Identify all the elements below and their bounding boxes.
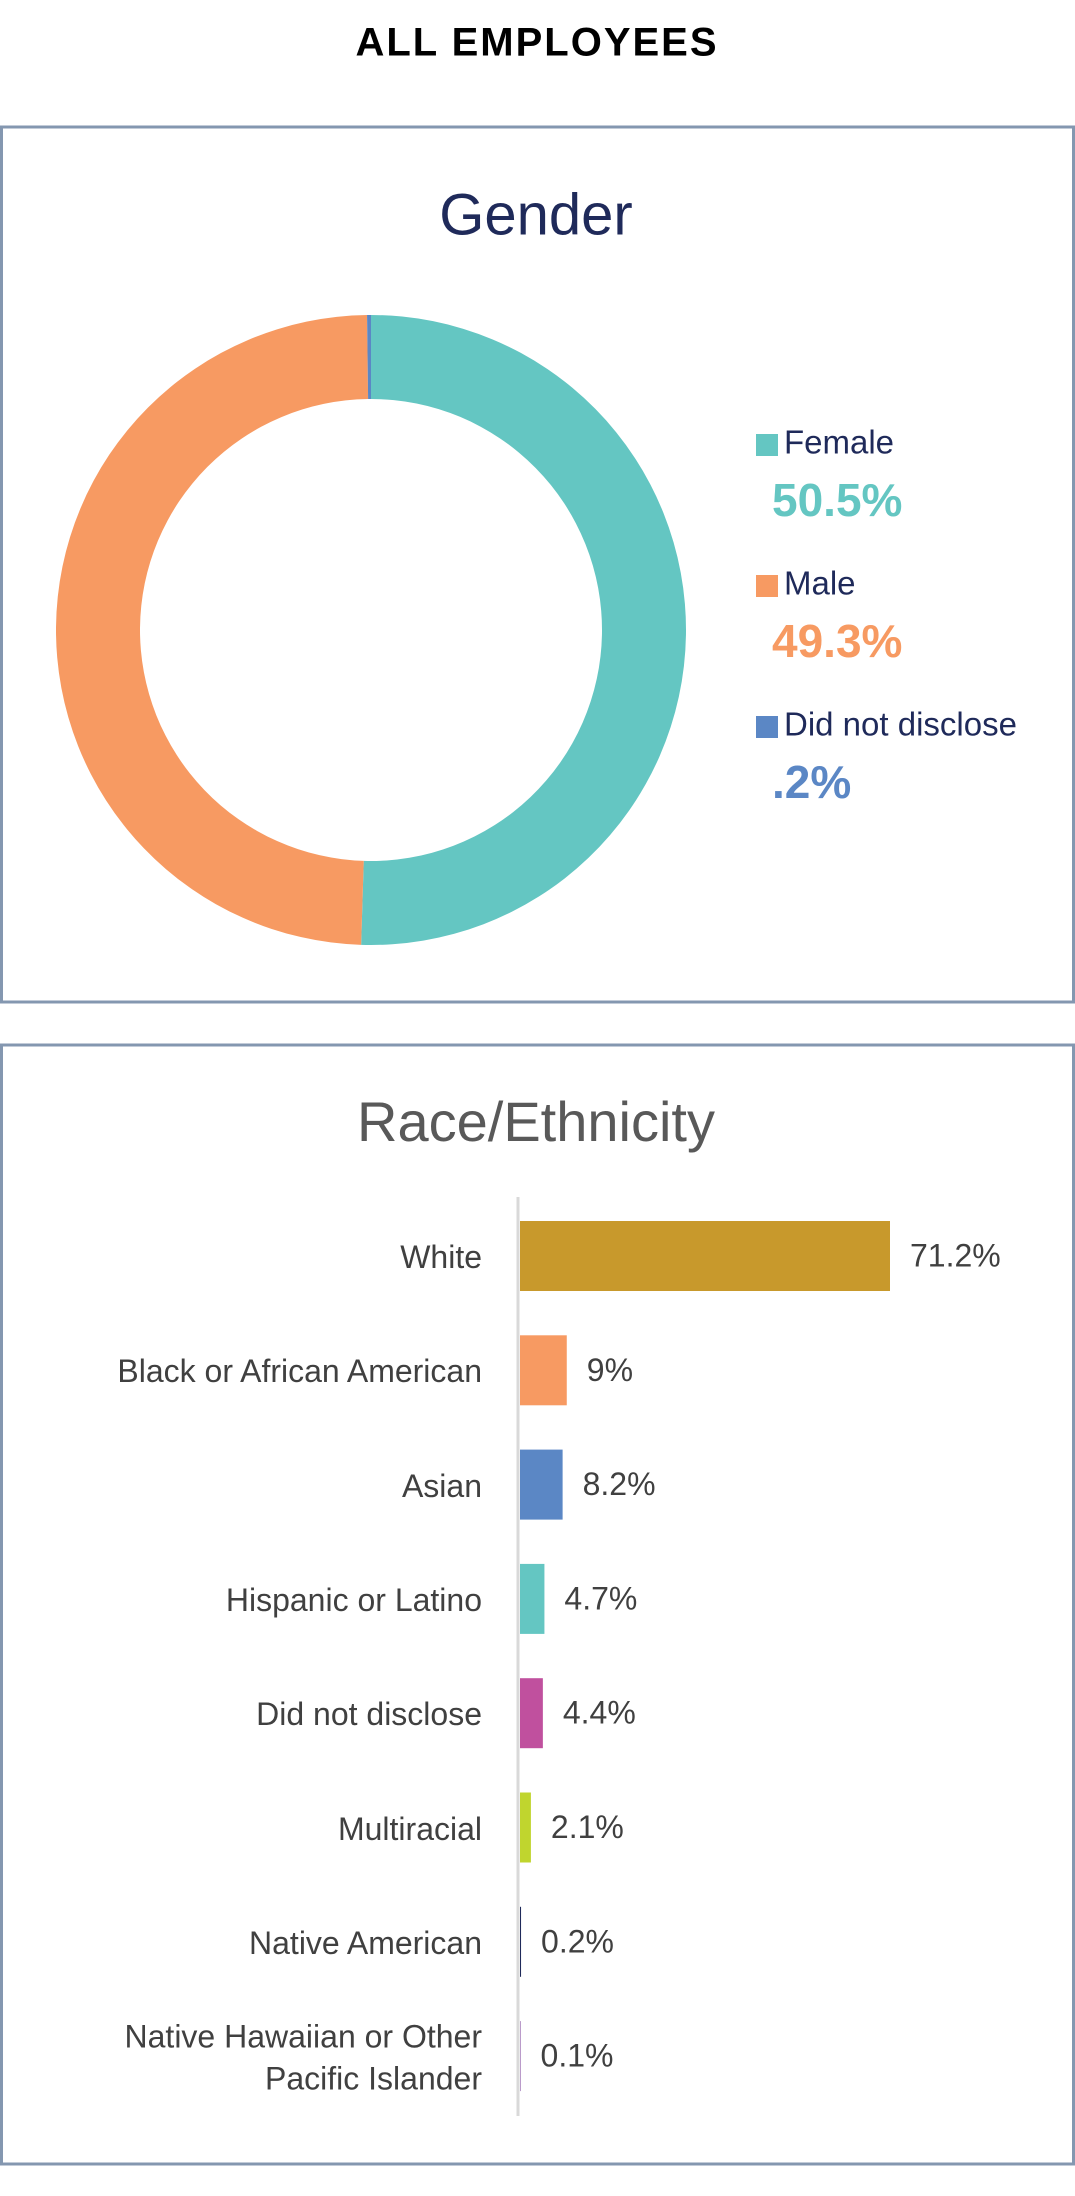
bar	[520, 1449, 563, 1520]
donut-slice	[56, 315, 369, 945]
category-label: Multiracial	[337, 1810, 482, 1847]
panel	[0, 1043, 1075, 2166]
value-label: 2.1%	[551, 1809, 624, 1845]
value-label: 0.2%	[541, 1923, 614, 1959]
bar	[520, 2021, 521, 2092]
category-label: Native American	[249, 1925, 482, 1961]
chart-title: Gender	[439, 182, 632, 247]
category-label: White	[400, 1239, 482, 1276]
legend-swatch	[756, 575, 778, 597]
bar	[520, 1906, 522, 1977]
bar	[520, 1221, 890, 1291]
donut-slice	[367, 315, 371, 400]
legend-label: Female	[784, 424, 894, 461]
legend-value: 50.5%	[772, 474, 902, 526]
value-label: 8.2%	[583, 1466, 656, 1502]
value-label: 0.1%	[541, 2038, 614, 2074]
legend-swatch	[756, 434, 778, 456]
donut-slice	[361, 315, 687, 945]
value-label: 4.7%	[564, 1580, 637, 1616]
value-label: 9%	[587, 1352, 633, 1388]
legend-value: .2%	[772, 756, 851, 808]
bar	[520, 1678, 543, 1749]
bar	[520, 1563, 545, 1634]
legend-label: Did not disclose	[784, 706, 1017, 743]
bar	[520, 1792, 531, 1863]
legend-label: Male	[784, 565, 856, 602]
chart-title: Race/Ethnicity	[357, 1090, 715, 1153]
page-title: ALL EMPLOYEES	[355, 21, 718, 65]
bar	[520, 1335, 567, 1406]
legend-swatch	[756, 716, 778, 738]
category-label: Did not disclose	[256, 1696, 482, 1733]
value-label: 71.2%	[910, 1237, 1001, 1273]
category-label: Black or African American	[117, 1353, 482, 1390]
panel	[0, 125, 1075, 1004]
category-label: Hispanic or Latino	[225, 1582, 482, 1619]
value-label: 4.4%	[563, 1695, 636, 1731]
category-label: Asian	[401, 1467, 482, 1504]
legend-value: 49.3%	[772, 615, 902, 667]
category-label: Native Hawaiian or Other Pacific Islande…	[124, 2018, 482, 2097]
